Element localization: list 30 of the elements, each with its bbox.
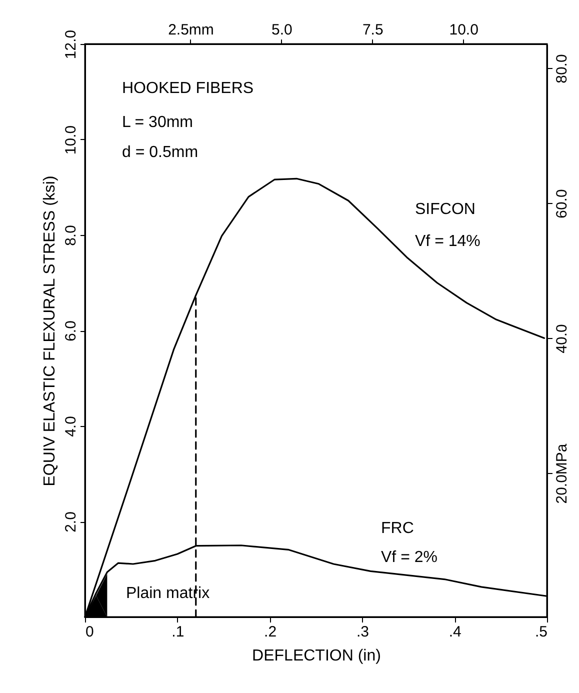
annotation: Plain matrix xyxy=(126,585,210,602)
x-tick-label: .4 xyxy=(448,624,462,640)
y-tick-label: 6.0 xyxy=(62,320,80,342)
x-tick-label: .2 xyxy=(264,624,277,640)
x-tick-label: .5 xyxy=(534,624,548,640)
x2-tick-label: 10.0 xyxy=(449,22,478,38)
annotation: L = 30mm xyxy=(122,114,193,131)
x2-tick-label: 7.5 xyxy=(362,22,384,38)
y-tick-label: 10.0 xyxy=(62,125,80,155)
y2-tick-label: 40.0 xyxy=(554,324,570,354)
y-tick-label: 2.0 xyxy=(62,512,80,532)
x-tick-label: 0 xyxy=(86,624,94,640)
y-tick-label: 8.0 xyxy=(62,225,80,246)
x2-tick-label: 2.5mm xyxy=(168,22,214,38)
x2-tick-label: 5.0 xyxy=(272,22,292,38)
annotation: Vf = 14% xyxy=(415,233,480,250)
y2-tick-label: 20.0MPa xyxy=(554,443,570,504)
x-axis-title: DEFLECTION (in) xyxy=(252,648,381,664)
x-tick-label: .1 xyxy=(172,624,184,640)
annotation: Vf = 2% xyxy=(381,549,438,566)
y-axis-title: EQUIV ELASTIC FLEXURAL STRESS (ksi) xyxy=(42,176,58,486)
annotation: SIFCON xyxy=(415,201,476,218)
y2-tick-label: 60.0 xyxy=(554,189,570,218)
x-tick-label: .3 xyxy=(356,624,369,640)
y-tick-label: 12.0 xyxy=(62,30,80,60)
annotation: HOOKED FIBERS xyxy=(122,80,254,97)
y2-tick-label: 80.0 xyxy=(554,54,570,84)
y-tick-label: 4.0 xyxy=(62,416,80,437)
annotation: FRC xyxy=(381,520,414,537)
annotation: d = 0.5mm xyxy=(122,144,198,161)
